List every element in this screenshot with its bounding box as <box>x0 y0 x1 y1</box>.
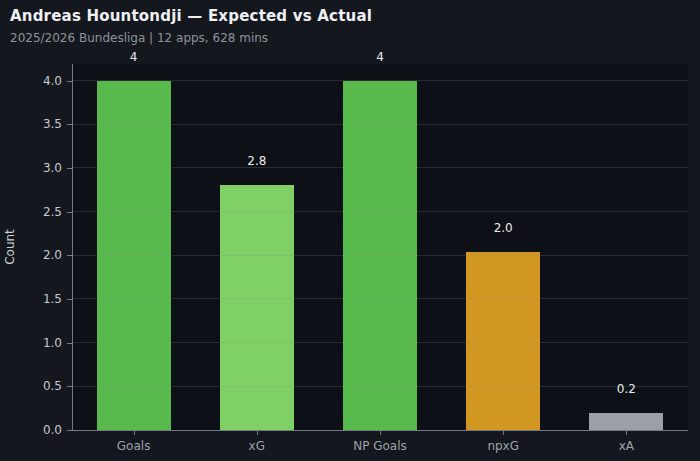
y-tick-label: 3.5 <box>0 116 62 132</box>
gridline <box>72 255 688 256</box>
x-axis-tick <box>257 431 258 435</box>
y-tick-label: 2.5 <box>0 204 62 220</box>
y-tick-label: 1.0 <box>0 335 62 351</box>
y-tick-label: 4.0 <box>0 73 62 89</box>
y-tick-label: 1.5 <box>0 291 62 307</box>
bar-value-label: 4 <box>340 50 420 64</box>
bar-npxg <box>466 252 540 430</box>
x-axis-tick <box>626 431 627 435</box>
y-axis-spine <box>72 64 73 431</box>
bar-xa <box>589 413 663 430</box>
gridline <box>72 167 688 168</box>
bar-value-label: 2.0 <box>463 221 543 235</box>
x-tick-label: xA <box>566 438 686 454</box>
y-tick-label: 3.0 <box>0 160 62 176</box>
x-tick-label: Goals <box>74 438 194 454</box>
y-tick-label: 0.5 <box>0 378 62 394</box>
chart-title: Andreas Hountondji — Expected vs Actual <box>10 7 372 25</box>
x-axis-tick <box>380 431 381 435</box>
x-tick-label: xG <box>197 438 317 454</box>
bar-value-label: 0.2 <box>586 382 666 396</box>
x-tick-label: npxG <box>443 438 563 454</box>
x-axis-spine <box>72 430 688 431</box>
y-tick-label: 0.0 <box>0 422 62 438</box>
gridline <box>72 80 688 81</box>
chart-subtitle: 2025/2026 Bundesliga | 12 apps, 628 mins <box>10 31 268 45</box>
gridline <box>72 342 688 343</box>
x-axis-tick <box>134 431 135 435</box>
bar-value-label: 2.8 <box>217 154 297 168</box>
chart-figure: Andreas Hountondji — Expected vs Actual … <box>0 0 700 461</box>
gridline <box>72 298 688 299</box>
y-tick-label: 2.0 <box>0 247 62 263</box>
x-axis-tick <box>503 431 504 435</box>
x-tick-label: NP Goals <box>320 438 440 454</box>
gridline <box>72 211 688 212</box>
bar-xg <box>220 185 294 430</box>
gridline <box>72 124 688 125</box>
bar-value-label: 4 <box>94 50 174 64</box>
